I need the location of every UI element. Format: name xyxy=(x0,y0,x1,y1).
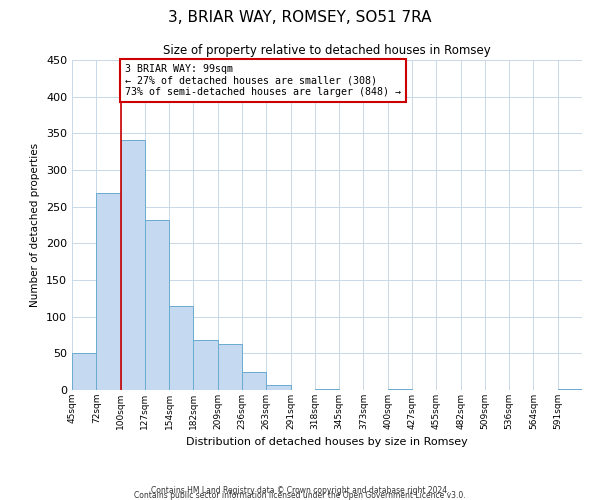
Bar xyxy=(315,388,339,390)
Text: Contains public sector information licensed under the Open Government Licence v3: Contains public sector information licen… xyxy=(134,490,466,500)
Bar xyxy=(242,372,266,390)
Bar xyxy=(193,340,218,390)
Text: 3 BRIAR WAY: 99sqm
← 27% of detached houses are smaller (308)
73% of semi-detach: 3 BRIAR WAY: 99sqm ← 27% of detached hou… xyxy=(125,64,401,97)
Bar xyxy=(169,306,193,390)
Bar xyxy=(266,385,290,390)
X-axis label: Distribution of detached houses by size in Romsey: Distribution of detached houses by size … xyxy=(186,438,468,448)
Bar xyxy=(558,388,582,390)
Text: Contains HM Land Registry data © Crown copyright and database right 2024.: Contains HM Land Registry data © Crown c… xyxy=(151,486,449,495)
Bar xyxy=(72,354,96,390)
Text: 3, BRIAR WAY, ROMSEY, SO51 7RA: 3, BRIAR WAY, ROMSEY, SO51 7RA xyxy=(168,10,432,25)
Title: Size of property relative to detached houses in Romsey: Size of property relative to detached ho… xyxy=(163,44,491,58)
Y-axis label: Number of detached properties: Number of detached properties xyxy=(31,143,40,307)
Bar xyxy=(218,344,242,390)
Bar xyxy=(145,220,169,390)
Bar xyxy=(96,194,121,390)
Bar xyxy=(121,140,145,390)
